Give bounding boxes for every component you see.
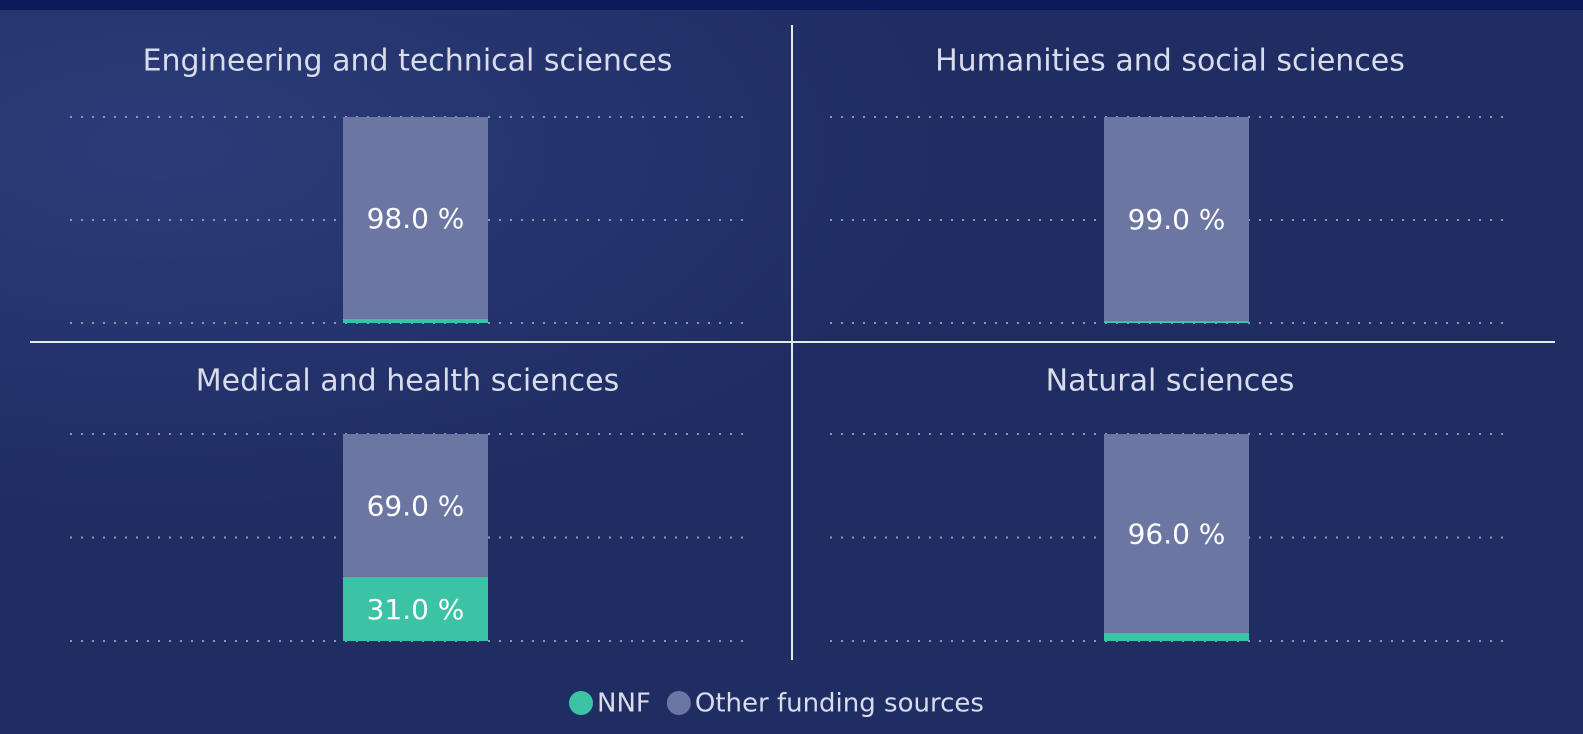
panel-title: Medical and health sciences [196,364,619,399]
value-label: 31.0 % [367,593,465,626]
legend-label: NNF [597,689,651,719]
value-label: 99.0 % [1128,203,1226,236]
bar-segment [343,318,488,323]
bar-segment [343,434,488,577]
bar-segment [343,117,488,319]
value-label: 98.0 % [367,202,465,235]
panel-title: Humanities and social sciences [935,44,1405,79]
legend-label: Other funding sources [695,689,984,719]
panel-title: Natural sciences [1046,364,1295,399]
value-label: 96.0 % [1128,517,1226,550]
panel-title: Engineering and technical sciences [143,44,673,79]
bar-segment [1104,434,1249,633]
bar-segment [1104,117,1249,321]
value-label: 69.0 % [367,489,465,522]
top-strip [0,0,1583,10]
bar-segment [343,576,488,641]
legend-swatch [569,691,593,715]
bar-segment [1104,320,1249,323]
bar-segment [1104,632,1249,641]
legend-swatch [666,691,691,715]
